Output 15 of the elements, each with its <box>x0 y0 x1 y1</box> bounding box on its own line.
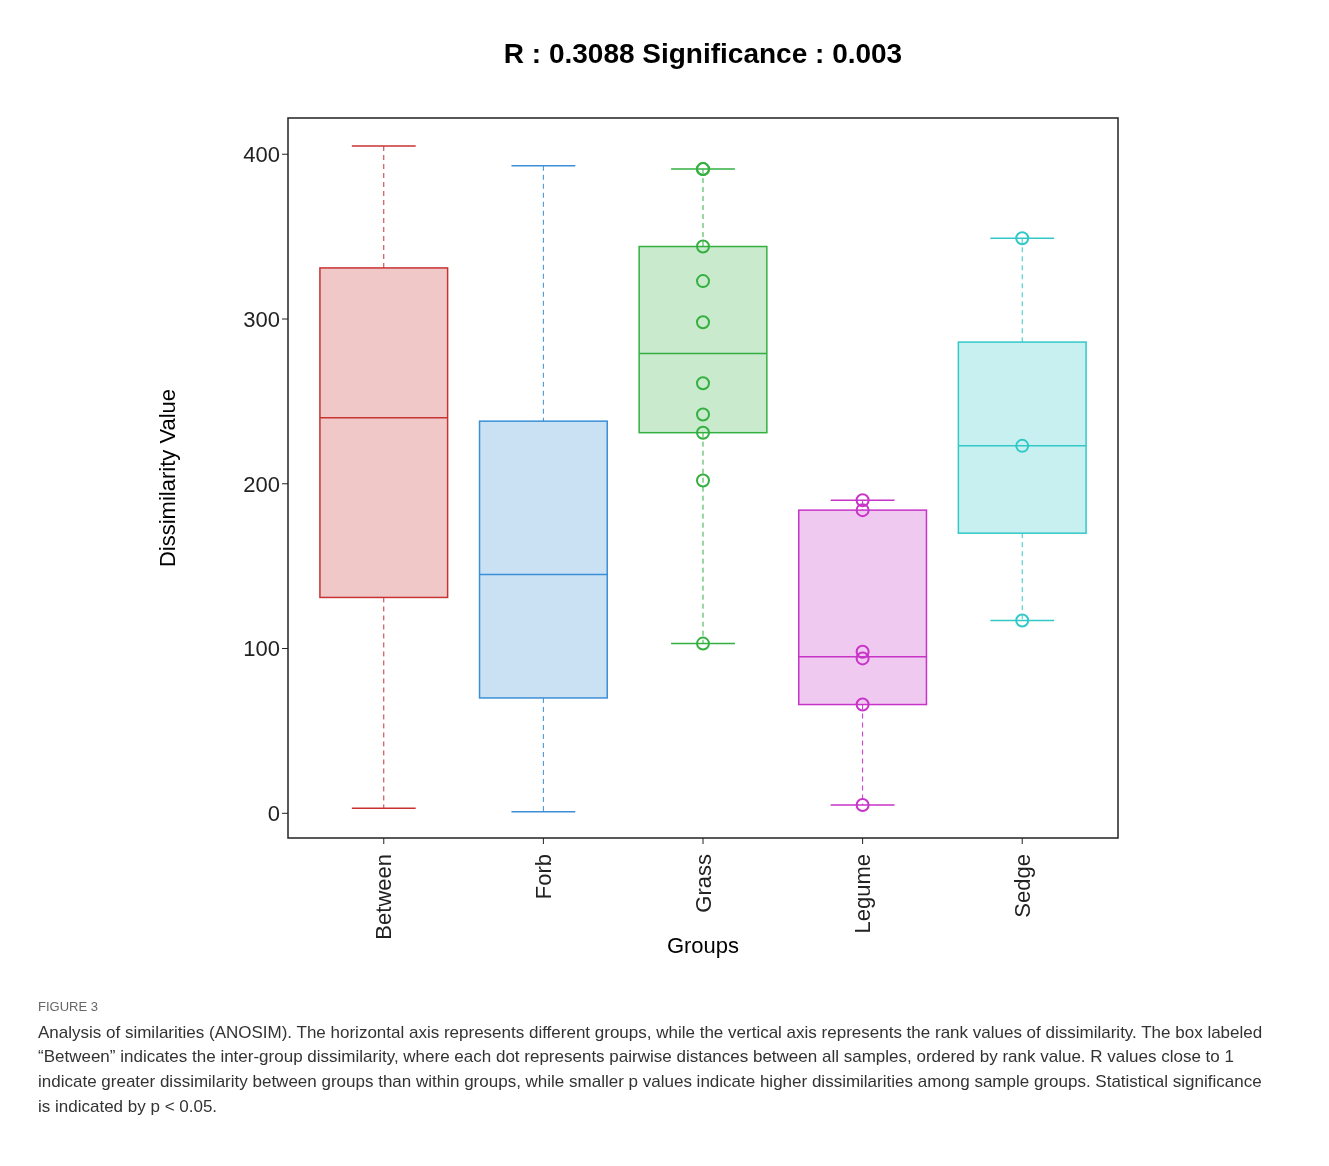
x-tick-label: Forb <box>530 854 556 900</box>
x-tick-label: Grass <box>690 854 716 913</box>
y-tick-label: 0 <box>267 801 280 827</box>
x-axis-title: Groups <box>666 933 740 958</box>
y-tick-label: 400 <box>243 142 280 168</box>
text: Analysis of similarities (ANOSIM). The horizontal axis represents different groups, while the vertical axis represents the rank values of dissimilarity. The box labeled “Between” indicates the inter-group dissimilarity, where each dot represents pairwise distances between all samples, ordered by rank value. R values close to 1 indicate greater dissimilarity between groups than within groups, while smaller p values indicate higher dissimilarities among sample groups. Statistical significance is indicated by p < 0.05. <box>38 1021 1264 1118</box>
y-tick-label: 100 <box>243 636 280 662</box>
x-tick-label: Legume <box>850 854 876 934</box>
y-tick-label: 300 <box>243 306 280 332</box>
y-tick-label: 200 <box>243 471 280 497</box>
y-axis-title: Dissimilarity Value <box>155 388 181 568</box>
x-tick-label: Between <box>371 854 397 940</box>
caption: FIGURE 3 <box>38 998 99 1016</box>
x-tick-label: Sedge <box>1009 854 1035 918</box>
chart-title: R : 0.3088 Significance : 0.003 <box>502 38 904 70</box>
